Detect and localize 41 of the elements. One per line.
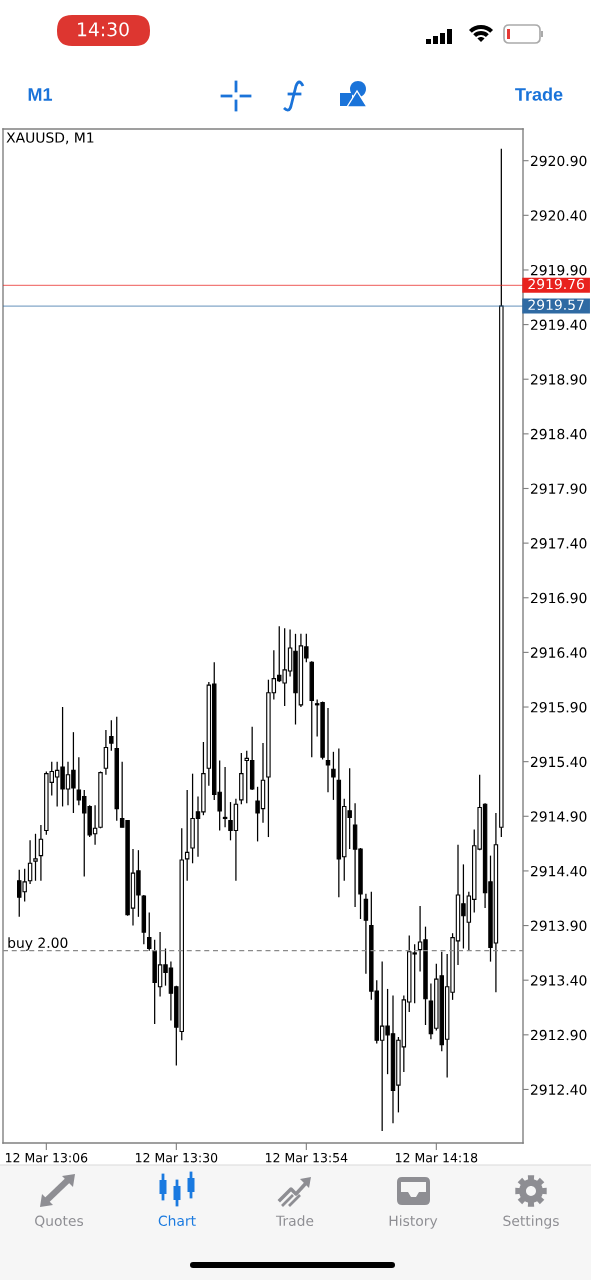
y-tick-label: 2919.90 <box>530 264 587 276</box>
candlestick <box>325 707 331 793</box>
y-tick-label: 2917.40 <box>530 538 587 549</box>
y-tick-label: 2914.90 <box>530 811 587 822</box>
y-tick-label: 2912.90 <box>530 1029 587 1041</box>
y-tick-label: 2918.90 <box>530 374 587 385</box>
y-tick-label: 2920.40 <box>530 210 587 221</box>
text: Quotes <box>35 1215 84 1228</box>
ref-line-label: 2919.57 <box>528 299 584 311</box>
x-tick-label: 12 Mar 13:06 <box>5 1152 88 1163</box>
y-tick-label: 2914.40 <box>530 865 587 877</box>
y-tick-label: 2912.40 <box>530 1084 587 1095</box>
candlestick <box>363 893 369 975</box>
candlestick <box>103 729 109 776</box>
x-tick-label: 12 Mar 13:54 <box>265 1152 348 1163</box>
y-tick-label: 2913.40 <box>530 975 587 986</box>
text: Trade <box>515 87 563 101</box>
text: Settings <box>503 1215 559 1229</box>
x-tick-label: 12 Mar 13:30 <box>135 1152 218 1163</box>
y-tick-label: 2916.40 <box>530 647 587 658</box>
ref-line-label: 2919.76 <box>528 278 584 290</box>
y-tick-label: 2915.40 <box>530 756 587 768</box>
text: Trade <box>275 1215 314 1227</box>
y-tick-label: 2918.40 <box>530 428 587 440</box>
y-tick-label: 2915.90 <box>530 701 587 713</box>
candlestick <box>331 751 336 801</box>
text: M1 <box>28 88 53 101</box>
text: Chart <box>158 1215 196 1227</box>
y-tick-label: 2913.90 <box>530 920 587 932</box>
x-tick-label: 12 Mar 14:18 <box>395 1152 478 1163</box>
y-tick-label: 2919.40 <box>530 319 587 331</box>
text: History <box>389 1215 438 1229</box>
candlestick <box>33 833 38 882</box>
candlestick <box>147 911 152 952</box>
chart-title: XAUUSD, M1 <box>6 132 94 145</box>
y-tick-label: 2916.90 <box>530 592 587 604</box>
candlestick <box>109 719 114 752</box>
y-tick-label: 2917.90 <box>530 483 587 494</box>
text: 14:30 <box>78 22 129 37</box>
y-tick-label: 2920.90 <box>530 155 587 167</box>
ref-line-label: buy 2.00 <box>8 937 68 951</box>
